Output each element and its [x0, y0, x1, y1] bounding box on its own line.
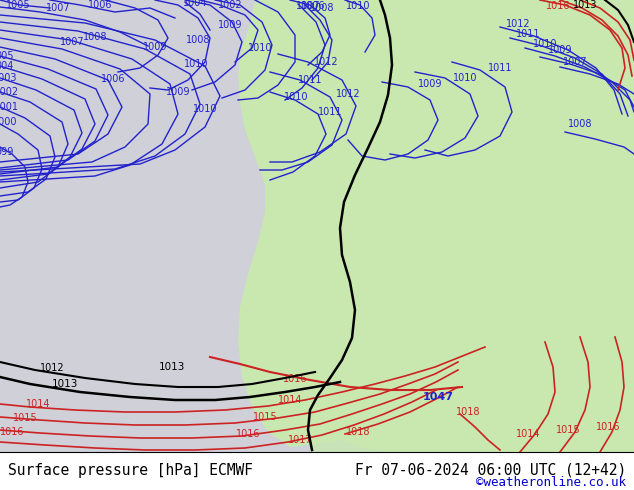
- Text: 1002: 1002: [217, 0, 242, 10]
- Text: 1013: 1013: [52, 379, 78, 389]
- Text: 1009: 1009: [418, 79, 443, 89]
- Text: 1008: 1008: [186, 35, 210, 45]
- Text: 1010: 1010: [248, 43, 272, 53]
- Text: 1017: 1017: [288, 435, 313, 445]
- Text: 1015: 1015: [13, 413, 37, 423]
- PathPatch shape: [238, 0, 634, 452]
- Text: 1006: 1006: [301, 1, 325, 11]
- Text: 1014: 1014: [26, 399, 50, 409]
- Text: 1010: 1010: [533, 39, 557, 49]
- Text: 1003: 1003: [0, 73, 17, 83]
- Text: 1010: 1010: [453, 73, 477, 83]
- Text: 1010: 1010: [184, 59, 208, 69]
- Text: 1006: 1006: [101, 74, 126, 84]
- Text: 1015: 1015: [253, 412, 277, 422]
- Text: 1009: 1009: [548, 45, 573, 55]
- Text: 1010: 1010: [346, 1, 370, 11]
- Text: 1000: 1000: [0, 117, 17, 127]
- Text: 1009: 1009: [143, 42, 167, 52]
- Text: 1009: 1009: [165, 87, 190, 97]
- Text: 1008: 1008: [568, 119, 592, 129]
- Text: 1005: 1005: [6, 0, 30, 10]
- Text: 1016: 1016: [236, 429, 260, 439]
- Text: 1007: 1007: [60, 37, 84, 47]
- Text: 1015: 1015: [555, 425, 580, 435]
- Text: 1009: 1009: [217, 20, 242, 30]
- Text: 1018: 1018: [346, 427, 370, 437]
- Text: -1002: -1002: [0, 87, 19, 97]
- Text: -1001: -1001: [0, 102, 19, 112]
- Text: 1016: 1016: [596, 422, 620, 432]
- Text: 999: 999: [0, 147, 14, 157]
- Text: 1011: 1011: [298, 75, 322, 85]
- Text: 1007: 1007: [295, 1, 320, 11]
- Text: 1018: 1018: [456, 407, 480, 417]
- Text: 1011: 1011: [488, 63, 512, 73]
- Text: 1004: 1004: [183, 0, 207, 8]
- Text: 1010: 1010: [284, 92, 308, 102]
- Text: 1016: 1016: [283, 374, 307, 384]
- Text: 1016: 1016: [546, 1, 570, 11]
- Text: 005: 005: [0, 51, 14, 61]
- Text: 1013: 1013: [573, 0, 597, 10]
- Text: 1010: 1010: [193, 104, 217, 114]
- Text: 1007: 1007: [563, 57, 587, 67]
- Text: 1011: 1011: [318, 107, 342, 117]
- Text: ©weatheronline.co.uk: ©weatheronline.co.uk: [476, 476, 626, 489]
- Text: 1012: 1012: [314, 57, 339, 67]
- Text: 1007: 1007: [46, 3, 70, 13]
- Text: 1008: 1008: [310, 3, 334, 13]
- Text: 1012: 1012: [506, 19, 530, 29]
- Text: 1011: 1011: [515, 29, 540, 39]
- Text: Surface pressure [hPa] ECMWF: Surface pressure [hPa] ECMWF: [8, 463, 252, 478]
- Text: 1008: 1008: [83, 32, 107, 42]
- Bar: [310, 372, 634, 452]
- Text: 1012: 1012: [40, 363, 64, 373]
- Text: 1014: 1014: [278, 395, 302, 405]
- Text: Fr 07-06-2024 06:00 UTC (12+42): Fr 07-06-2024 06:00 UTC (12+42): [355, 463, 626, 478]
- Text: 1006: 1006: [87, 0, 112, 10]
- Text: 1013: 1013: [158, 362, 185, 372]
- Text: 1014: 1014: [515, 429, 540, 439]
- Text: 1047: 1047: [422, 392, 453, 402]
- Text: 1012: 1012: [335, 89, 360, 99]
- Text: 004: 004: [0, 61, 14, 71]
- Text: 1016: 1016: [0, 427, 24, 437]
